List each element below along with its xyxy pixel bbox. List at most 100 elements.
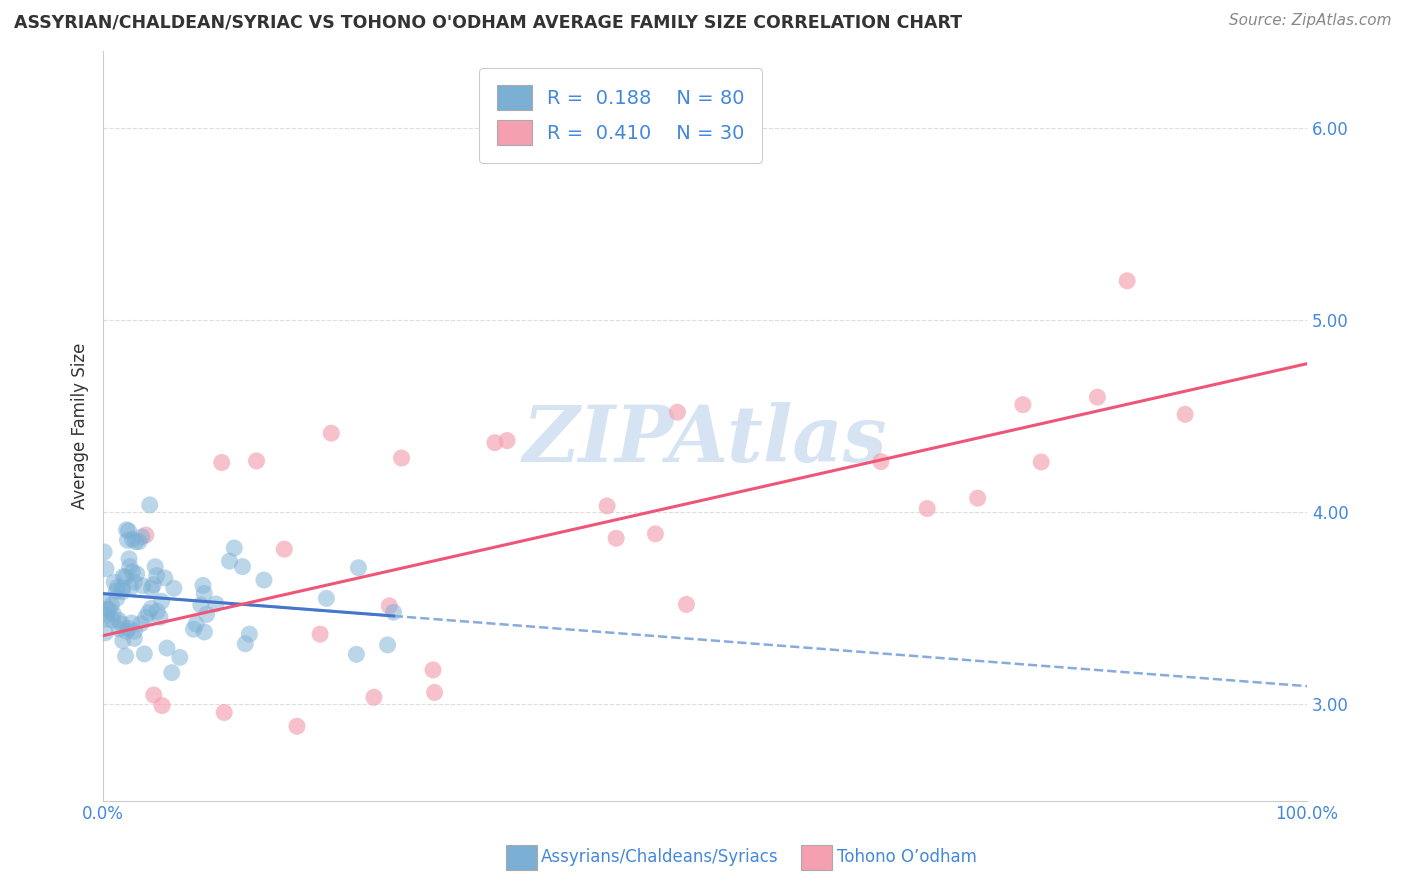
Point xyxy=(143,559,166,574)
Point xyxy=(142,577,165,591)
Point xyxy=(382,605,405,619)
Point xyxy=(150,698,173,713)
Point xyxy=(134,647,156,661)
Point xyxy=(121,565,143,579)
Point xyxy=(193,624,215,639)
Point xyxy=(98,602,121,616)
Point xyxy=(870,454,893,468)
Point xyxy=(94,625,117,640)
Point xyxy=(117,524,139,538)
Point xyxy=(915,501,938,516)
Point xyxy=(115,624,138,639)
Point xyxy=(1012,398,1035,412)
Point xyxy=(139,601,162,615)
Point xyxy=(153,571,176,585)
Point xyxy=(110,616,132,631)
Point xyxy=(605,531,627,545)
Point xyxy=(231,559,253,574)
Point xyxy=(596,499,619,513)
Point xyxy=(131,579,153,593)
Point xyxy=(191,578,214,592)
Point xyxy=(100,598,122,612)
Point xyxy=(184,617,207,632)
Point xyxy=(245,454,267,468)
Text: Tohono O’odham: Tohono O’odham xyxy=(837,848,976,866)
Point xyxy=(224,541,246,555)
Point xyxy=(344,648,367,662)
Point xyxy=(273,542,295,557)
Point xyxy=(114,570,136,584)
Text: Source: ZipAtlas.com: Source: ZipAtlas.com xyxy=(1229,13,1392,29)
Point xyxy=(107,613,129,627)
Point xyxy=(966,491,988,505)
Point xyxy=(138,498,160,512)
Legend: R =  0.188    N = 80, R =  0.410    N = 30: R = 0.188 N = 80, R = 0.410 N = 30 xyxy=(479,68,762,162)
Point xyxy=(183,622,205,636)
Point xyxy=(128,534,150,549)
Point xyxy=(484,435,506,450)
Point xyxy=(121,615,143,630)
Point xyxy=(107,581,129,595)
Point xyxy=(238,627,260,641)
Point xyxy=(121,533,143,547)
Point xyxy=(131,530,153,544)
Text: ZIPAtlas: ZIPAtlas xyxy=(523,402,887,479)
Point xyxy=(111,633,134,648)
Point xyxy=(124,574,146,589)
Point xyxy=(103,607,125,621)
Point xyxy=(125,566,148,581)
Point xyxy=(105,584,128,599)
Point xyxy=(285,719,308,733)
Text: ASSYRIAN/CHALDEAN/SYRIAC VS TOHONO O'ODHAM AVERAGE FAMILY SIZE CORRELATION CHART: ASSYRIAN/CHALDEAN/SYRIAC VS TOHONO O'ODH… xyxy=(14,13,962,31)
Point xyxy=(94,562,117,576)
Point xyxy=(114,649,136,664)
Point xyxy=(1087,390,1109,404)
Point xyxy=(136,606,159,620)
Point xyxy=(115,523,138,537)
Point xyxy=(195,607,218,622)
Point xyxy=(644,526,666,541)
Point xyxy=(129,616,152,631)
Point xyxy=(120,580,142,594)
Point xyxy=(169,650,191,665)
Point xyxy=(156,641,179,656)
Point xyxy=(675,598,697,612)
Point xyxy=(496,434,519,448)
Point xyxy=(111,584,134,599)
Point xyxy=(101,613,124,627)
Point xyxy=(141,581,163,595)
Point xyxy=(135,528,157,542)
Point xyxy=(96,602,118,616)
Point xyxy=(190,598,212,612)
Point xyxy=(218,554,240,568)
Point xyxy=(160,665,183,680)
Point xyxy=(146,604,169,618)
Point xyxy=(149,610,172,624)
Point xyxy=(105,591,128,606)
Point xyxy=(233,637,256,651)
Point xyxy=(212,706,235,720)
Point xyxy=(118,559,141,574)
Point xyxy=(309,627,332,641)
Point xyxy=(1031,455,1053,469)
Point xyxy=(117,533,139,548)
Text: Assyrians/Chaldeans/Syriacs: Assyrians/Chaldeans/Syriacs xyxy=(541,848,779,866)
Point xyxy=(205,597,228,611)
Point xyxy=(142,688,165,702)
Y-axis label: Average Family Size: Average Family Size xyxy=(72,343,89,508)
Point xyxy=(91,594,114,608)
Point xyxy=(391,450,413,465)
Point xyxy=(347,560,370,574)
Point xyxy=(118,551,141,566)
Point xyxy=(321,426,343,441)
Point xyxy=(112,569,135,583)
Point xyxy=(253,573,276,587)
Point xyxy=(193,586,215,600)
Point xyxy=(111,581,134,595)
Point xyxy=(93,545,115,559)
Point xyxy=(103,575,125,590)
Point xyxy=(124,632,146,646)
Point xyxy=(1116,274,1139,288)
Point xyxy=(163,582,186,596)
Point xyxy=(135,610,157,624)
